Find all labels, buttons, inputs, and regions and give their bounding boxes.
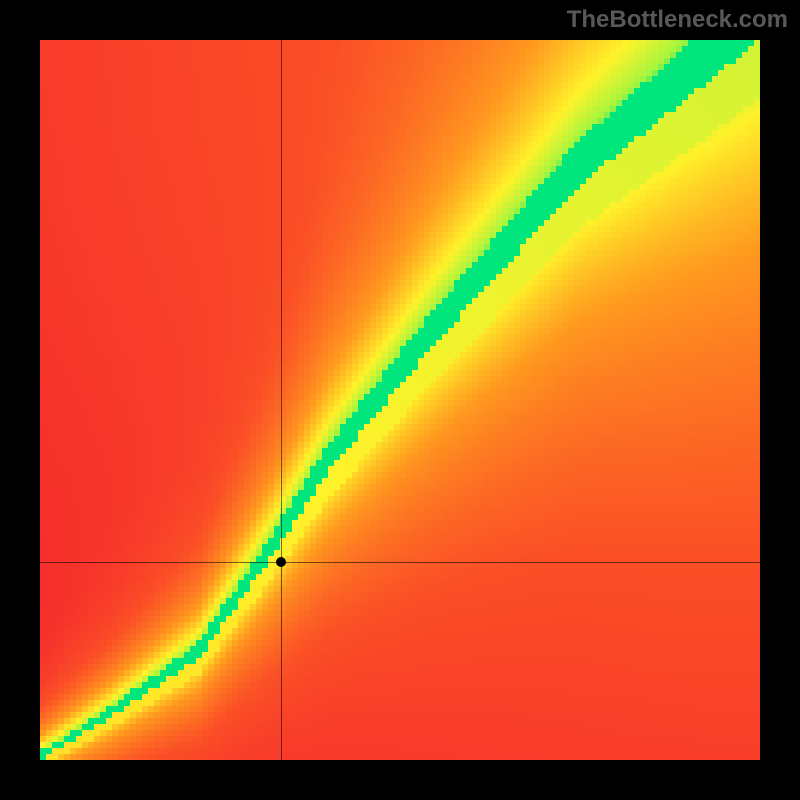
chart-frame: TheBottleneck.com [0, 0, 800, 800]
plot-area [40, 40, 760, 760]
watermark-label: TheBottleneck.com [567, 6, 788, 34]
bottleneck-heatmap [40, 40, 760, 760]
